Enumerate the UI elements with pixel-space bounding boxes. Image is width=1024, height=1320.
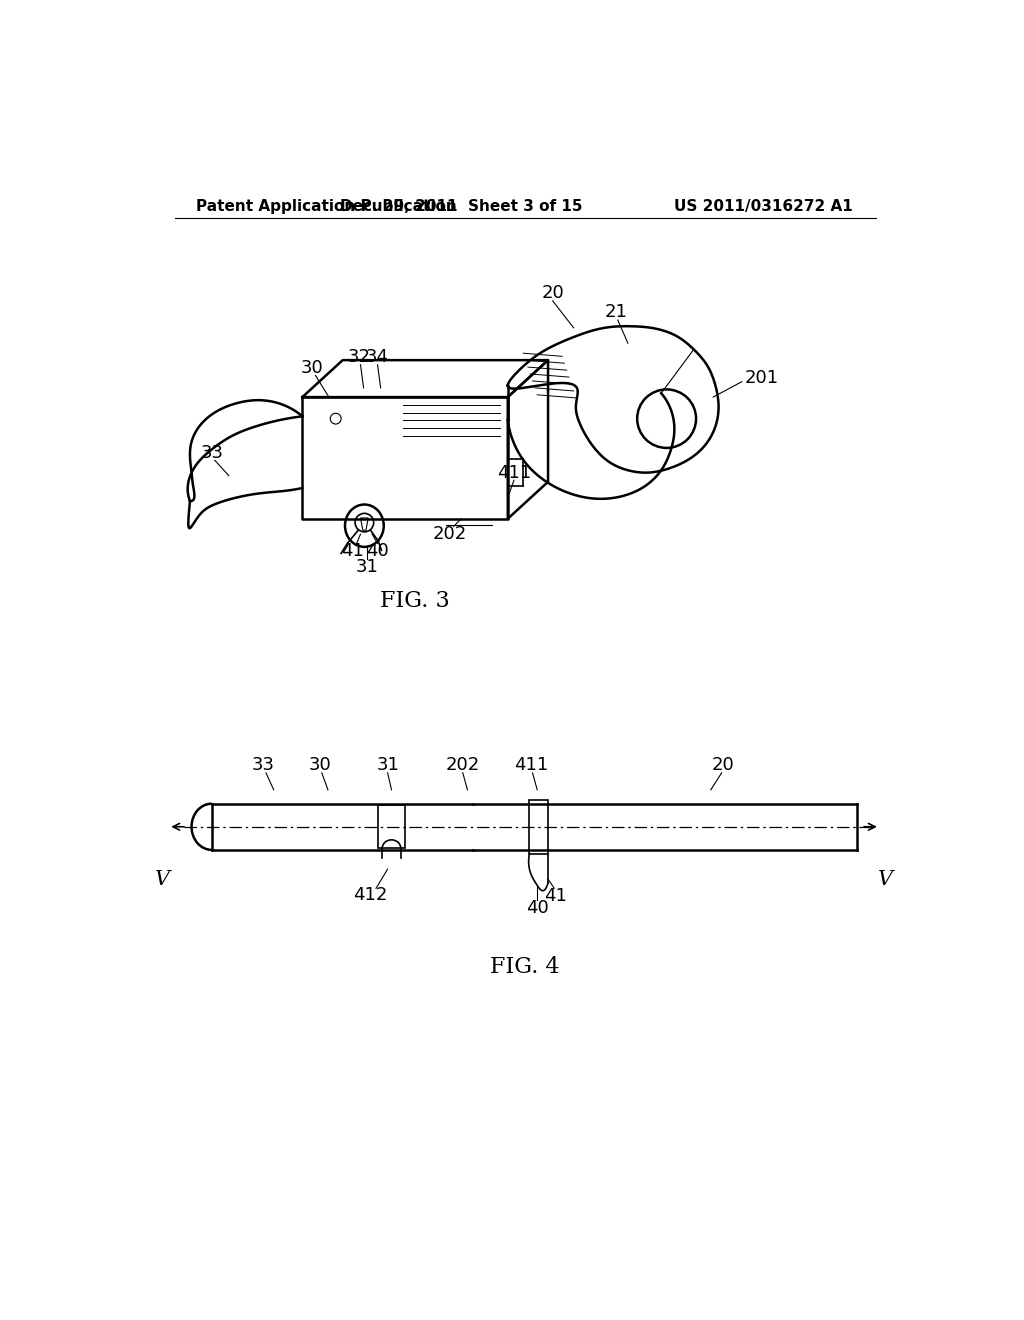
Text: 21: 21 <box>605 304 628 321</box>
Text: V: V <box>879 870 894 888</box>
Bar <box>529 800 548 854</box>
Text: 40: 40 <box>526 899 549 916</box>
Text: 20: 20 <box>712 756 734 774</box>
Text: 40: 40 <box>367 543 389 560</box>
Text: 30: 30 <box>301 359 324 376</box>
Text: 411: 411 <box>514 756 548 774</box>
Text: FIG. 3: FIG. 3 <box>380 590 450 612</box>
Text: 33: 33 <box>252 756 275 774</box>
Text: 412: 412 <box>352 886 387 903</box>
Text: US 2011/0316272 A1: US 2011/0316272 A1 <box>674 198 853 214</box>
Text: 34: 34 <box>366 348 389 366</box>
Text: 30: 30 <box>309 756 332 774</box>
Text: 33: 33 <box>201 444 223 462</box>
Text: 201: 201 <box>744 368 778 387</box>
Text: V: V <box>155 870 170 888</box>
Bar <box>378 805 406 849</box>
Text: 202: 202 <box>432 525 467 543</box>
Text: FIG. 4: FIG. 4 <box>490 956 559 978</box>
Text: 41: 41 <box>341 543 365 560</box>
Text: 20: 20 <box>542 284 564 302</box>
Text: 202: 202 <box>445 756 480 774</box>
Text: Patent Application Publication: Patent Application Publication <box>197 198 457 214</box>
Text: 411: 411 <box>497 463 531 482</box>
Text: Dec. 29, 2011  Sheet 3 of 15: Dec. 29, 2011 Sheet 3 of 15 <box>340 198 583 214</box>
Text: 31: 31 <box>355 557 378 576</box>
Text: 31: 31 <box>376 756 399 774</box>
Text: 32: 32 <box>347 348 371 366</box>
Text: 41: 41 <box>545 887 567 906</box>
